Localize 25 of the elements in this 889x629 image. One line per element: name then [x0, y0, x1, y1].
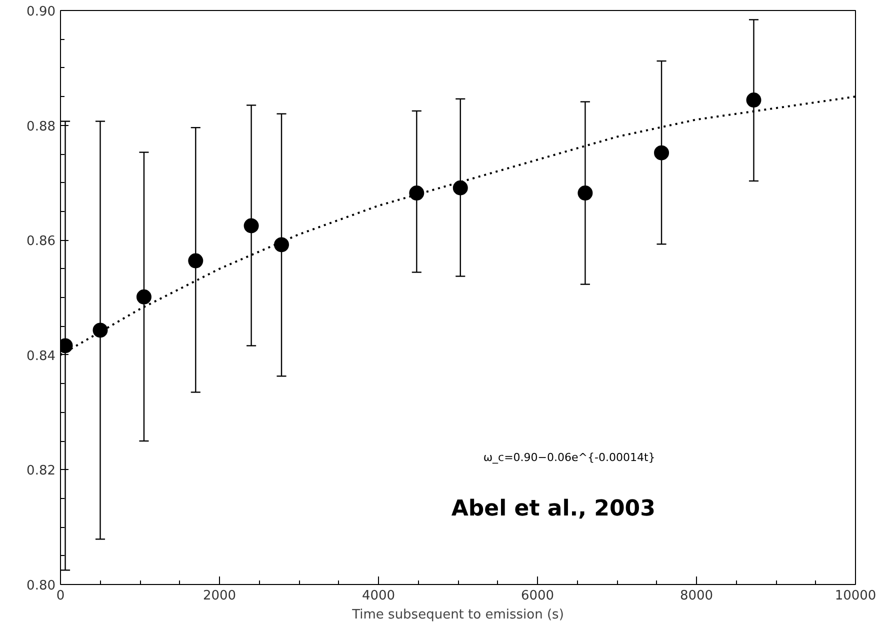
- point: [452, 180, 468, 196]
- annotation: ω_c=0.90−0.06e^{-0.00014t}: [483, 450, 656, 464]
- point: [578, 186, 593, 201]
- point: [188, 253, 204, 268]
- y-tick-label: 0.82: [26, 464, 56, 479]
- point: [746, 92, 762, 108]
- y-tick-label: 0.90: [26, 4, 56, 20]
- x-axis-title: Time subsequent to emission (s): [351, 608, 564, 622]
- x-tick-label: 4000: [362, 588, 396, 604]
- y-tick-label: 0.86: [26, 234, 56, 250]
- point: [92, 322, 108, 338]
- x-tick-label: 2000: [202, 588, 236, 604]
- annotation: Abel et al., 2003: [451, 496, 656, 522]
- y-tick-label: 0.80: [26, 578, 56, 594]
- x-tick-label: 0: [56, 588, 65, 604]
- point: [409, 186, 424, 201]
- y-tick-label: 0.84: [26, 348, 56, 364]
- point: [244, 218, 259, 234]
- x-tick-label: 6000: [520, 588, 554, 604]
- x-tick-label: 10000: [834, 588, 876, 604]
- y-tick-label: 0.88: [26, 119, 56, 134]
- point: [654, 145, 670, 160]
- point: [274, 237, 290, 252]
- point: [136, 289, 152, 304]
- x-tick-label: 8000: [680, 588, 714, 604]
